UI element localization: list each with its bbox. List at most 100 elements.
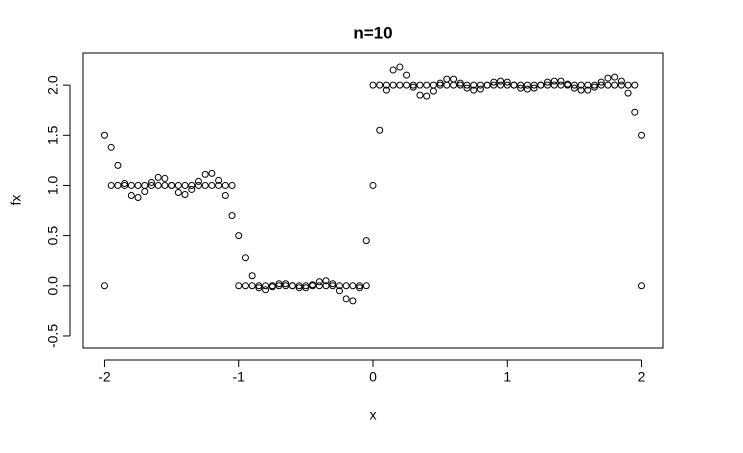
data-point — [161, 174, 169, 182]
data-point — [517, 81, 525, 89]
data-point — [114, 161, 122, 169]
data-point — [544, 78, 552, 86]
data-point — [530, 81, 538, 89]
data-point — [362, 237, 370, 245]
data-point — [356, 282, 364, 290]
data-point — [463, 84, 471, 92]
data-point — [490, 81, 498, 89]
data-point — [550, 81, 558, 89]
data-point — [121, 181, 129, 189]
data-point — [389, 81, 397, 89]
data-point — [100, 131, 108, 139]
data-point — [147, 181, 155, 189]
data-point — [282, 282, 290, 290]
data-point — [335, 287, 343, 295]
data-point — [208, 169, 216, 177]
data-point — [416, 91, 424, 99]
data-point — [570, 81, 578, 89]
x-tick-label: 2 — [638, 369, 646, 385]
data-point — [315, 278, 323, 286]
data-point — [423, 81, 431, 89]
data-point — [362, 282, 370, 290]
data-point — [181, 181, 189, 189]
data-point — [476, 85, 484, 93]
data-point — [100, 282, 108, 290]
plot-box — [82, 52, 664, 349]
data-point — [134, 181, 142, 189]
data-point — [470, 81, 478, 89]
data-point — [591, 81, 599, 89]
data-point — [275, 282, 283, 290]
data-point — [463, 81, 471, 89]
data-point — [631, 81, 639, 89]
data-point — [490, 78, 498, 86]
data-point — [121, 179, 129, 187]
data-point — [349, 282, 357, 290]
data-point — [194, 177, 202, 185]
y-tick-label: 0.0 — [45, 276, 61, 296]
data-point — [174, 181, 182, 189]
data-point — [436, 81, 444, 89]
data-point — [322, 277, 330, 285]
data-point — [611, 73, 619, 81]
data-point — [194, 181, 202, 189]
data-point — [376, 126, 384, 134]
data-point — [315, 282, 323, 290]
data-point — [309, 281, 317, 289]
data-point — [107, 143, 115, 151]
data-point — [376, 81, 384, 89]
x-tick-label: 1 — [503, 369, 511, 385]
data-point — [322, 282, 330, 290]
data-point — [147, 178, 155, 186]
data-point — [188, 185, 196, 193]
data-point — [201, 170, 209, 178]
data-point — [114, 181, 122, 189]
data-point — [141, 187, 149, 195]
data-point — [429, 87, 437, 95]
data-point — [591, 83, 599, 91]
data-point — [497, 81, 505, 89]
data-point — [577, 81, 585, 89]
y-axis-label: fx — [8, 195, 24, 206]
data-point — [275, 280, 283, 288]
data-point — [436, 79, 444, 87]
data-point — [235, 282, 243, 290]
data-point — [295, 284, 303, 292]
data-point — [127, 191, 135, 199]
data-point — [107, 181, 115, 189]
data-point — [228, 181, 236, 189]
data-point — [631, 108, 639, 116]
data-point — [255, 284, 263, 292]
data-point — [517, 84, 525, 92]
data-point — [302, 284, 310, 292]
data-point — [403, 81, 411, 89]
data-point — [215, 181, 223, 189]
data-point — [617, 81, 625, 89]
data-point — [201, 181, 209, 189]
data-point — [335, 282, 343, 290]
data-point — [470, 86, 478, 94]
chart-title: n=10 — [353, 23, 392, 42]
data-point — [161, 181, 169, 189]
data-point — [154, 181, 162, 189]
data-point — [423, 92, 431, 100]
y-tick-label: 0.5 — [45, 226, 61, 246]
data-point — [456, 81, 464, 89]
data-point — [262, 286, 270, 294]
data-point — [356, 284, 364, 292]
data-point — [611, 81, 619, 89]
data-point — [389, 66, 397, 74]
data-point — [262, 282, 270, 290]
data-point — [624, 89, 632, 97]
data-point — [409, 81, 417, 89]
data-point — [288, 282, 296, 290]
data-point — [584, 86, 592, 94]
data-point — [241, 282, 249, 290]
data-point — [638, 282, 646, 290]
data-point — [497, 77, 505, 85]
data-point — [302, 282, 310, 290]
data-point — [550, 77, 558, 85]
data-point — [443, 75, 451, 83]
data-point — [369, 181, 377, 189]
